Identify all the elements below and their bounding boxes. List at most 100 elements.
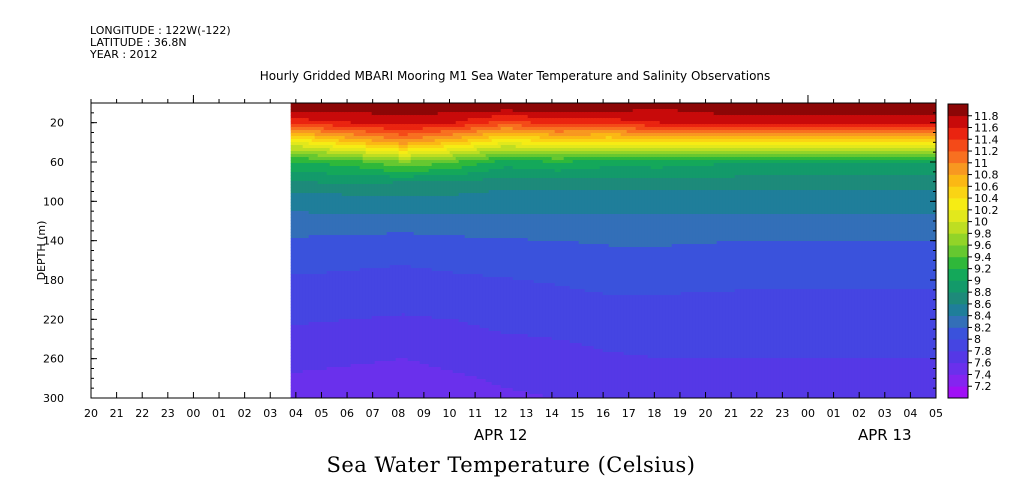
heatmap-cell — [372, 112, 375, 115]
heatmap-cell — [417, 154, 420, 157]
heatmap-cell — [297, 373, 300, 376]
heatmap-cell — [300, 343, 303, 346]
heatmap-cell — [405, 253, 408, 256]
heatmap-cell — [330, 322, 333, 325]
heatmap-cell — [348, 127, 351, 130]
heatmap-cell — [396, 130, 399, 133]
heatmap-cell — [369, 214, 372, 217]
heatmap-cell — [339, 313, 342, 316]
heatmap-cell — [327, 151, 330, 154]
heatmap-cell — [318, 133, 321, 136]
heatmap-cell — [309, 211, 312, 214]
heatmap-cell — [348, 115, 351, 118]
heatmap-cell — [417, 139, 420, 142]
heatmap-cell — [426, 184, 429, 187]
heatmap-cell — [306, 304, 309, 307]
heatmap-cell — [426, 148, 429, 151]
heatmap-cell — [381, 340, 384, 343]
heatmap-cell — [306, 166, 309, 169]
heatmap-cell — [366, 313, 369, 316]
heatmap-cell — [318, 217, 321, 220]
heatmap-cell — [297, 256, 300, 259]
heatmap-cell — [411, 253, 414, 256]
heatmap-cell — [366, 385, 369, 388]
heatmap-cell — [357, 163, 360, 166]
heatmap-cell — [357, 199, 360, 202]
heatmap-cell — [312, 235, 315, 238]
heatmap-cell — [300, 124, 303, 127]
heatmap-cell — [393, 295, 396, 298]
heatmap-cell — [351, 214, 354, 217]
heatmap-cell — [306, 241, 309, 244]
heatmap-cell — [417, 277, 420, 280]
heatmap-cell — [336, 169, 339, 172]
heatmap-cell — [423, 349, 426, 352]
heatmap-cell — [366, 211, 369, 214]
heatmap-cell — [399, 370, 402, 373]
heatmap-cell — [402, 166, 405, 169]
heatmap-cell — [432, 196, 435, 199]
heatmap-cell — [312, 322, 315, 325]
heatmap-cell — [351, 193, 354, 196]
heatmap-cell — [429, 223, 432, 226]
heatmap-cell — [429, 145, 432, 148]
heatmap-cell — [435, 313, 438, 316]
heatmap-cell — [390, 304, 393, 307]
heatmap-cell — [354, 394, 357, 397]
heatmap-cell — [420, 247, 423, 250]
heatmap-cell — [438, 394, 441, 397]
heatmap-cell — [318, 307, 321, 310]
heatmap-cell — [300, 112, 303, 115]
heatmap-cell — [360, 193, 363, 196]
heatmap-cell — [396, 262, 399, 265]
heatmap-cell — [429, 181, 432, 184]
heatmap-cell — [438, 244, 441, 247]
heatmap-cell — [414, 184, 417, 187]
heatmap-cell — [435, 136, 438, 139]
heatmap-cell — [360, 130, 363, 133]
heatmap-cell — [393, 325, 396, 328]
heatmap-cell — [399, 184, 402, 187]
heatmap-cell — [321, 235, 324, 238]
heatmap-cell — [417, 241, 420, 244]
heatmap-cell — [306, 349, 309, 352]
heatmap-cell — [324, 118, 327, 121]
heatmap-cell — [378, 157, 381, 160]
heatmap-cell — [387, 241, 390, 244]
heatmap-cell — [312, 370, 315, 373]
heatmap-cell — [384, 172, 387, 175]
heatmap-cell — [318, 385, 321, 388]
heatmap-cell — [405, 199, 408, 202]
heatmap-cell — [303, 136, 306, 139]
heatmap-cell — [321, 352, 324, 355]
heatmap-cell — [432, 115, 435, 118]
heatmap-cell — [306, 274, 309, 277]
heatmap-cell — [435, 379, 438, 382]
heatmap-cell — [405, 226, 408, 229]
heatmap-cell — [333, 193, 336, 196]
heatmap-cell — [327, 217, 330, 220]
heatmap-cell — [387, 166, 390, 169]
heatmap-cell — [438, 199, 441, 202]
heatmap-cell — [291, 262, 294, 265]
heatmap-cell — [351, 364, 354, 367]
heatmap-cell — [402, 367, 405, 370]
heatmap-cell — [366, 232, 369, 235]
heatmap-cell — [396, 268, 399, 271]
heatmap-cell — [303, 322, 306, 325]
heatmap-cell — [396, 163, 399, 166]
heatmap-cell — [345, 229, 348, 232]
heatmap-cell — [417, 250, 420, 253]
heatmap-cell — [324, 163, 327, 166]
heatmap-cell — [411, 319, 414, 322]
heatmap-cell — [318, 280, 321, 283]
heatmap-cell — [306, 184, 309, 187]
heatmap-cell — [336, 178, 339, 181]
heatmap-cell — [435, 196, 438, 199]
heatmap-cell — [315, 166, 318, 169]
heatmap-cell — [354, 349, 357, 352]
heatmap-cell — [354, 136, 357, 139]
heatmap-cell — [330, 385, 333, 388]
heatmap-cell — [369, 178, 372, 181]
heatmap-cell — [432, 238, 435, 241]
